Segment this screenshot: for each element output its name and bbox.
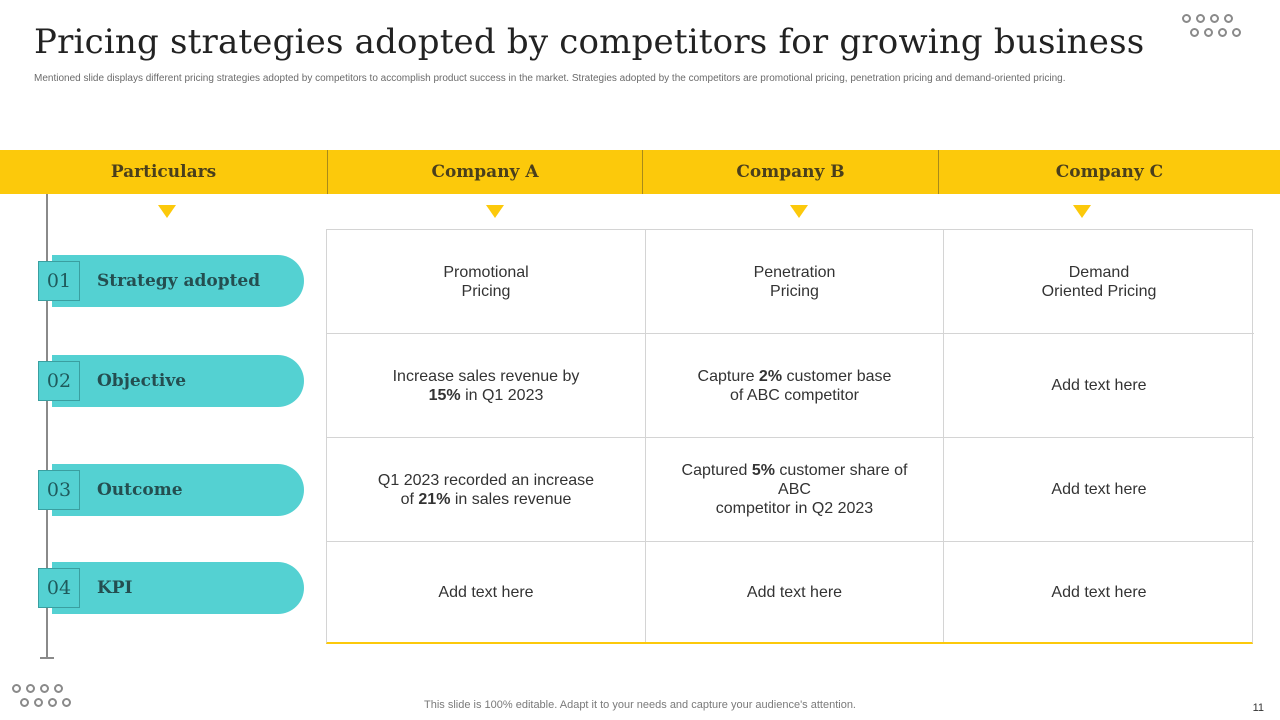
table-cell: Add text here bbox=[944, 334, 1254, 438]
header-particulars: Particulars bbox=[110, 162, 217, 182]
row-number: 04 bbox=[38, 568, 80, 608]
timeline-line bbox=[46, 194, 48, 658]
cell-text: Increase sales revenue by bbox=[392, 367, 580, 385]
cell-text: Penetration bbox=[753, 263, 836, 281]
slide-subtitle: Mentioned slide displays different prici… bbox=[34, 73, 1066, 84]
cell-highlight: 5% bbox=[751, 462, 775, 479]
table-cell: Add text here bbox=[944, 542, 1254, 642]
cell-text: Pricing bbox=[461, 282, 511, 300]
cell-text: of bbox=[400, 490, 419, 508]
table-cell: Captured 5% customer share of ABC competi… bbox=[646, 438, 944, 542]
cell-text: Oriented Pricing bbox=[1041, 282, 1157, 300]
row-label-objective: 02 Objective bbox=[38, 355, 304, 407]
triangle-pointer-icon bbox=[790, 205, 808, 218]
table-cell: Q1 2023 recorded an increase of 21% in sa… bbox=[327, 438, 646, 542]
page-number: 11 bbox=[1252, 702, 1264, 714]
cell-text: Add text here bbox=[438, 583, 534, 601]
header-band: Particulars Company A Company B Company … bbox=[0, 150, 1280, 194]
cell-text: Add text here bbox=[1051, 481, 1147, 498]
cell-text: Captured bbox=[681, 462, 752, 479]
cell-text: customer share of ABC bbox=[774, 462, 908, 498]
cell-text: Capture bbox=[697, 367, 759, 385]
table-cell: Add text here bbox=[327, 542, 646, 642]
table-cell: Add text here bbox=[646, 542, 944, 642]
timeline-line-foot bbox=[40, 657, 54, 659]
row-number: 03 bbox=[38, 470, 80, 510]
row-label-text: Strategy adopted bbox=[97, 271, 261, 291]
table-cell: Capture 2% customer base of ABC competito… bbox=[646, 334, 944, 438]
header-company-b: Company B bbox=[642, 150, 938, 194]
triangle-pointer-icon bbox=[1073, 205, 1091, 218]
table-cell: Add text here bbox=[944, 438, 1254, 542]
row-label-strategy: 01 Strategy adopted bbox=[38, 255, 304, 307]
cell-text: Add text here bbox=[1051, 377, 1147, 394]
cell-text: in Q1 2023 bbox=[460, 386, 544, 404]
comparison-table: Promotional Pricing Penetration Pricing De… bbox=[326, 229, 1254, 644]
cell-highlight: 2% bbox=[758, 367, 783, 385]
row-number: 01 bbox=[38, 261, 80, 301]
cell-text: competitor in Q2 2023 bbox=[715, 500, 874, 517]
row-label-text: KPI bbox=[97, 578, 133, 598]
cell-text: Add text here bbox=[1051, 583, 1147, 601]
slide-title: Pricing strategies adopted by competitor… bbox=[34, 22, 1145, 62]
cell-text: in sales revenue bbox=[450, 490, 572, 508]
header-company-c: Company C bbox=[938, 150, 1280, 194]
cell-text: of ABC competitor bbox=[730, 386, 859, 404]
header-company-a: Company A bbox=[327, 150, 642, 194]
slide-footer: This slide is 100% editable. Adapt it to… bbox=[424, 699, 856, 711]
cell-highlight: 15% bbox=[428, 386, 461, 404]
row-label-outcome: 03 Outcome bbox=[38, 464, 304, 516]
triangle-pointer-icon bbox=[158, 205, 176, 218]
row-label-kpi: 04 KPI bbox=[38, 562, 304, 614]
triangle-pointer-icon bbox=[486, 205, 504, 218]
cell-text: Add text here bbox=[746, 583, 843, 601]
row-label-text: Objective bbox=[97, 371, 187, 391]
table-cell: Increase sales revenue by 15% in Q1 2023 bbox=[327, 334, 646, 438]
row-number: 02 bbox=[38, 361, 80, 401]
cell-text: customer base bbox=[782, 367, 892, 385]
decorative-dots-icon bbox=[1182, 14, 1252, 37]
cell-highlight: 21% bbox=[418, 490, 451, 508]
table-cell: Penetration Pricing bbox=[646, 230, 944, 334]
cell-text: Demand bbox=[1068, 263, 1130, 281]
cell-text: Q1 2023 recorded an increase bbox=[377, 471, 595, 489]
table-cell: Demand Oriented Pricing bbox=[944, 230, 1254, 334]
table-cell: Promotional Pricing bbox=[327, 230, 646, 334]
cell-text: Promotional bbox=[443, 263, 529, 281]
row-label-text: Outcome bbox=[97, 480, 183, 500]
decorative-dots-icon bbox=[12, 684, 82, 707]
cell-text: Pricing bbox=[770, 282, 819, 300]
